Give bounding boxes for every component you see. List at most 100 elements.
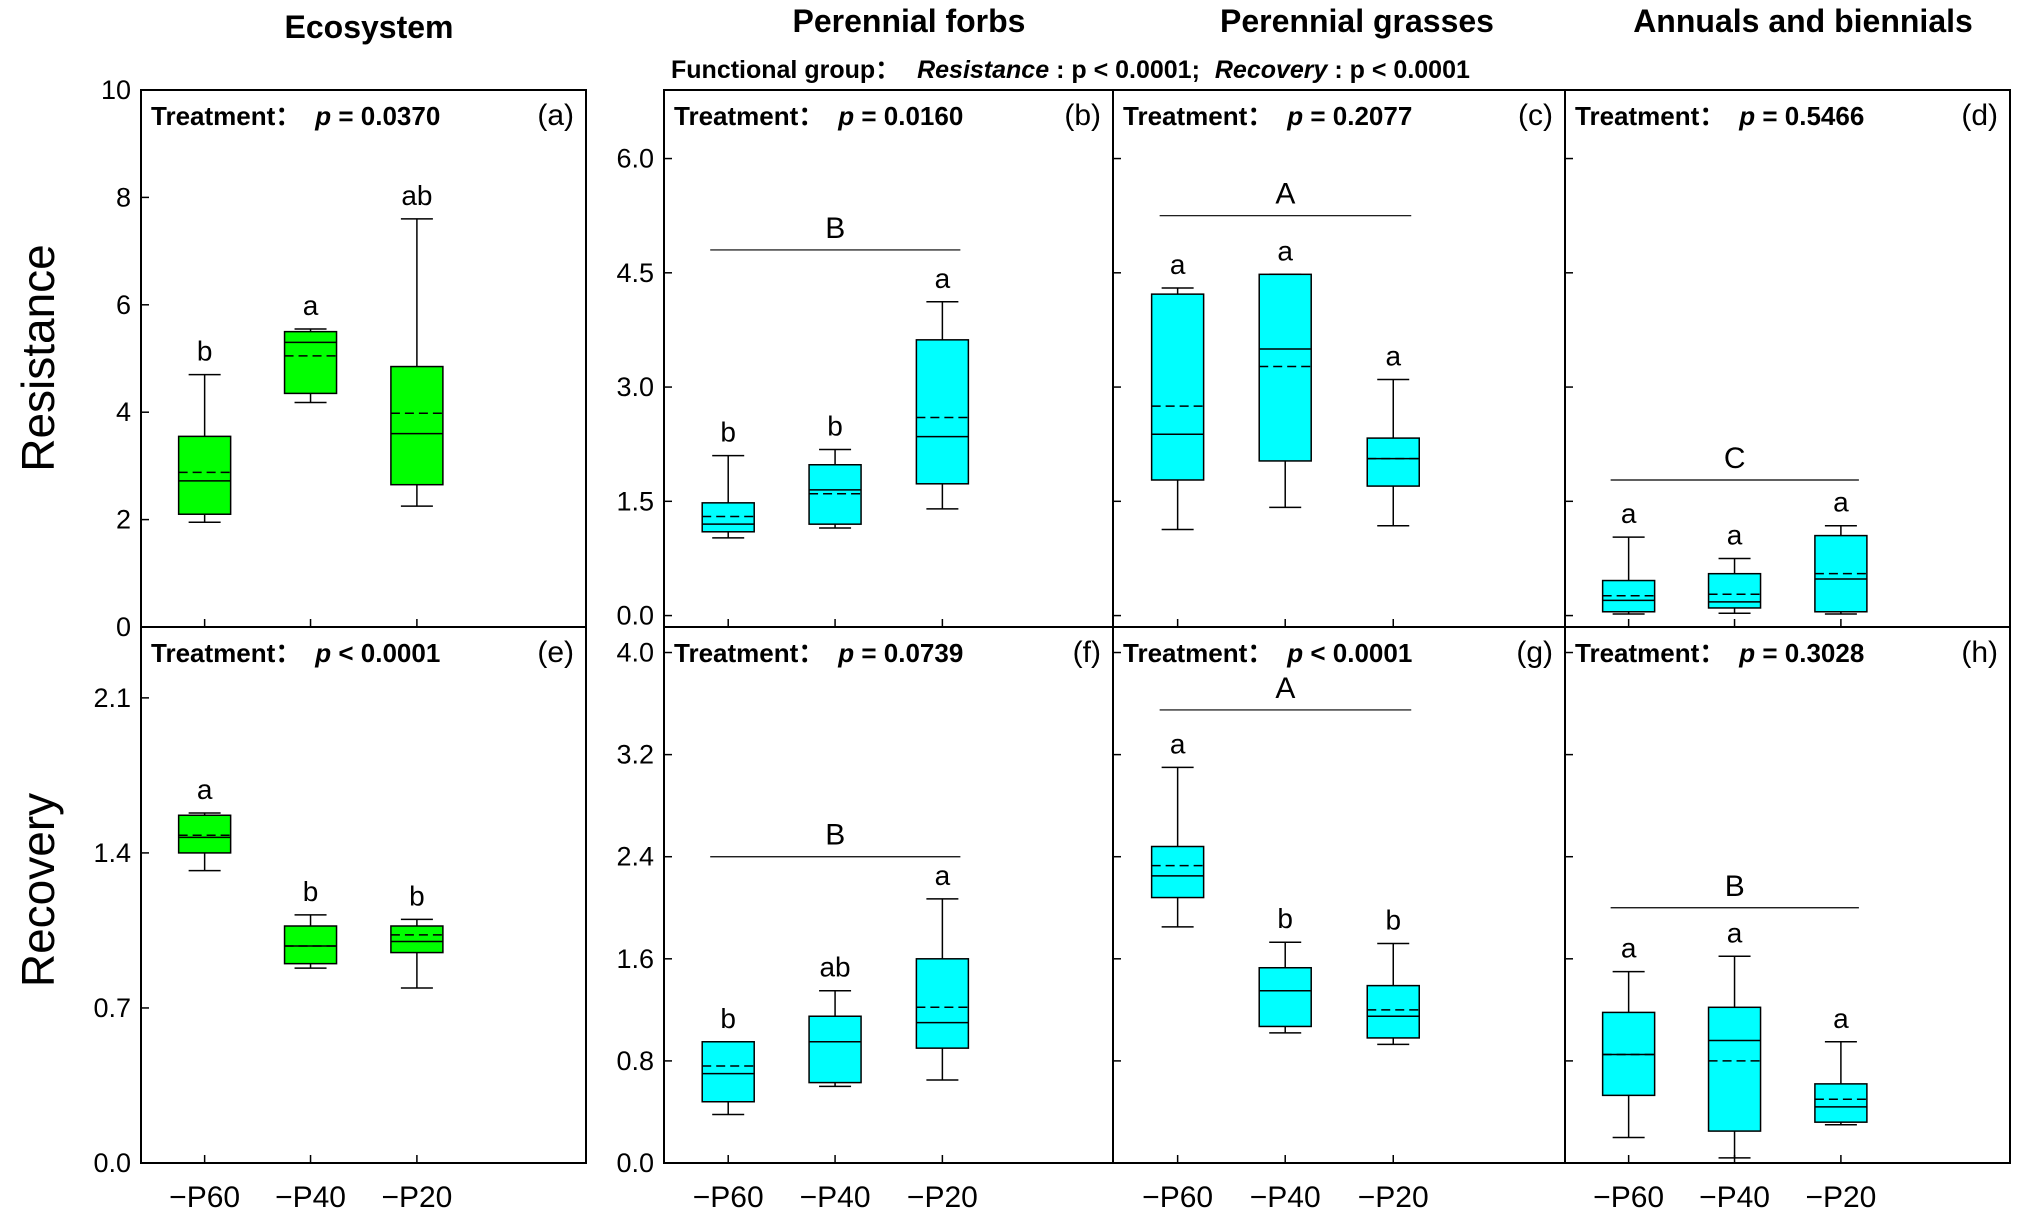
significance-letter: b [1385, 904, 1401, 935]
significance-letter: a [1170, 249, 1186, 280]
treatment-prefix: Treatment： [674, 638, 824, 668]
panel-c: Treatment： p = 0.2077 (c) Aa a a [1112, 89, 1566, 628]
x-tick-label: −P60 [169, 1181, 240, 1214]
treatment-label: Treatment： p = 0.0160 [674, 101, 963, 131]
box-body [1258, 966, 1312, 1028]
box-0: b [701, 1003, 755, 1116]
y-tick-label: 6.0 [616, 144, 654, 174]
group-letter: B [1725, 870, 1745, 903]
treatment-prefix: Treatment： [1123, 638, 1273, 668]
significance-letter: b [409, 880, 425, 911]
panel-label: (c) [1518, 99, 1553, 132]
box-1: a [1258, 235, 1312, 509]
treatment-p-symbol: p [314, 638, 331, 668]
box-body [701, 1041, 755, 1103]
box-0: a [1150, 728, 1205, 928]
column-title-perennial-forbs: Perennial forbs [793, 3, 1026, 39]
treatment-p-symbol: p [314, 101, 331, 131]
y-tick-label: 3.2 [616, 740, 654, 770]
treatment-prefix: Treatment： [151, 101, 301, 131]
significance-letter: ab [819, 952, 850, 983]
box-1: b [1258, 903, 1312, 1034]
treatment-p-symbol: p [1286, 101, 1303, 131]
y-tick-label: 3.0 [616, 372, 654, 402]
y-tick-label: 2 [116, 505, 131, 535]
significance-letter: a [1621, 933, 1637, 964]
box-2: a [1814, 1003, 1868, 1126]
panel-label: (h) [1961, 636, 1998, 669]
box-2: a [915, 860, 970, 1081]
treatment-p-value: = 0.3028 [1755, 638, 1864, 668]
y-tick-label: 4 [116, 397, 131, 427]
box-1: b [808, 411, 862, 529]
functional-group-recovery-text: : p < 0.0001 [1334, 56, 1470, 84]
x-tick-label: −P20 [1805, 1181, 1876, 1214]
treatment-prefix: Treatment： [674, 101, 824, 131]
box-0: a [1601, 933, 1656, 1139]
significance-letter: b [827, 411, 843, 442]
treatment-prefix: Treatment： [151, 638, 301, 668]
panel-frame [1564, 626, 2011, 1164]
box-1: a [283, 290, 338, 404]
box-0: b [177, 336, 232, 524]
panel-h: −P60 −P40 −P20 Treatment： p = 0.3028 (h) Ba a a [1564, 626, 2011, 1214]
y-tick-label: 4.5 [616, 258, 654, 288]
panel-frame [1564, 89, 2011, 628]
box-body [1814, 1083, 1868, 1123]
treatment-prefix: Treatment： [1123, 101, 1273, 131]
panel-label: (b) [1064, 99, 1101, 132]
significance-letter: a [1277, 235, 1293, 266]
treatment-p-value: = 0.2077 [1303, 101, 1412, 131]
panel-label: (a) [537, 99, 574, 132]
box-2: a [1366, 340, 1420, 527]
treatment-p-symbol: p [837, 638, 854, 668]
treatment-p-symbol: p [1286, 638, 1303, 668]
treatment-p-value: = 0.5466 [1755, 101, 1864, 131]
y-tick-label: 0.0 [616, 601, 654, 631]
group-letter: B [825, 212, 845, 245]
panel-f: 0.0 0.8 1.6 2.4 3.2 4.0 −P60 −P40 −P20 Treatment：… [616, 626, 1114, 1214]
box-0: b [701, 417, 755, 539]
y-tick-label: 6 [116, 290, 131, 320]
panel-label: (f) [1073, 636, 1101, 669]
box-2: a [1814, 487, 1868, 615]
y-tick-label: 10 [101, 75, 131, 105]
row-label-recovery: Recovery [12, 793, 64, 987]
treatment-label: Treatment： p = 0.2077 [1123, 101, 1412, 131]
box-1: ab [808, 952, 862, 1088]
functional-group-prefix: Functional group： [671, 56, 900, 84]
box-body [1150, 293, 1205, 481]
significance-letter: a [935, 263, 951, 294]
treatment-p-symbol: p [1738, 638, 1755, 668]
box-body [808, 1015, 862, 1084]
treatment-label: Treatment： p = 0.0370 [151, 101, 440, 131]
significance-letter: a [1385, 340, 1401, 371]
box-0: a [177, 774, 232, 872]
panel-e: 0.0 0.7 1.4 2.1 −P60 −P40 −P20 Treatment： p < 0.… [93, 626, 587, 1214]
x-tick-label: −P20 [907, 1181, 978, 1214]
x-tick-label: −P40 [800, 1181, 871, 1214]
treatment-p-value: = 0.0739 [854, 638, 963, 668]
y-tick-label: 0.7 [93, 993, 131, 1023]
panel-label: (d) [1961, 99, 1998, 132]
panel-d: Treatment： p = 0.5466 (d) Ca a a [1564, 89, 2011, 628]
y-tick-label: 0 [116, 612, 131, 642]
box-2: a [915, 263, 970, 510]
box-body [701, 502, 755, 533]
treatment-label: Treatment： p = 0.3028 [1575, 638, 1864, 668]
significance-letter: a [1727, 519, 1743, 550]
group-letter: C [1724, 442, 1746, 475]
significance-letter: a [935, 860, 951, 891]
treatment-p-value: = 0.0370 [331, 101, 440, 131]
x-tick-label: −P20 [381, 1181, 452, 1214]
panel-label: (e) [537, 636, 574, 669]
box-body [1366, 984, 1420, 1039]
box-2: ab [390, 180, 444, 507]
box-1: b [283, 876, 338, 969]
x-tick-label: −P60 [1593, 1181, 1664, 1214]
y-tick-label: 0.0 [616, 1148, 654, 1178]
box-body [1150, 845, 1205, 899]
treatment-prefix: Treatment： [1575, 101, 1725, 131]
treatment-p-symbol: p [837, 101, 854, 131]
